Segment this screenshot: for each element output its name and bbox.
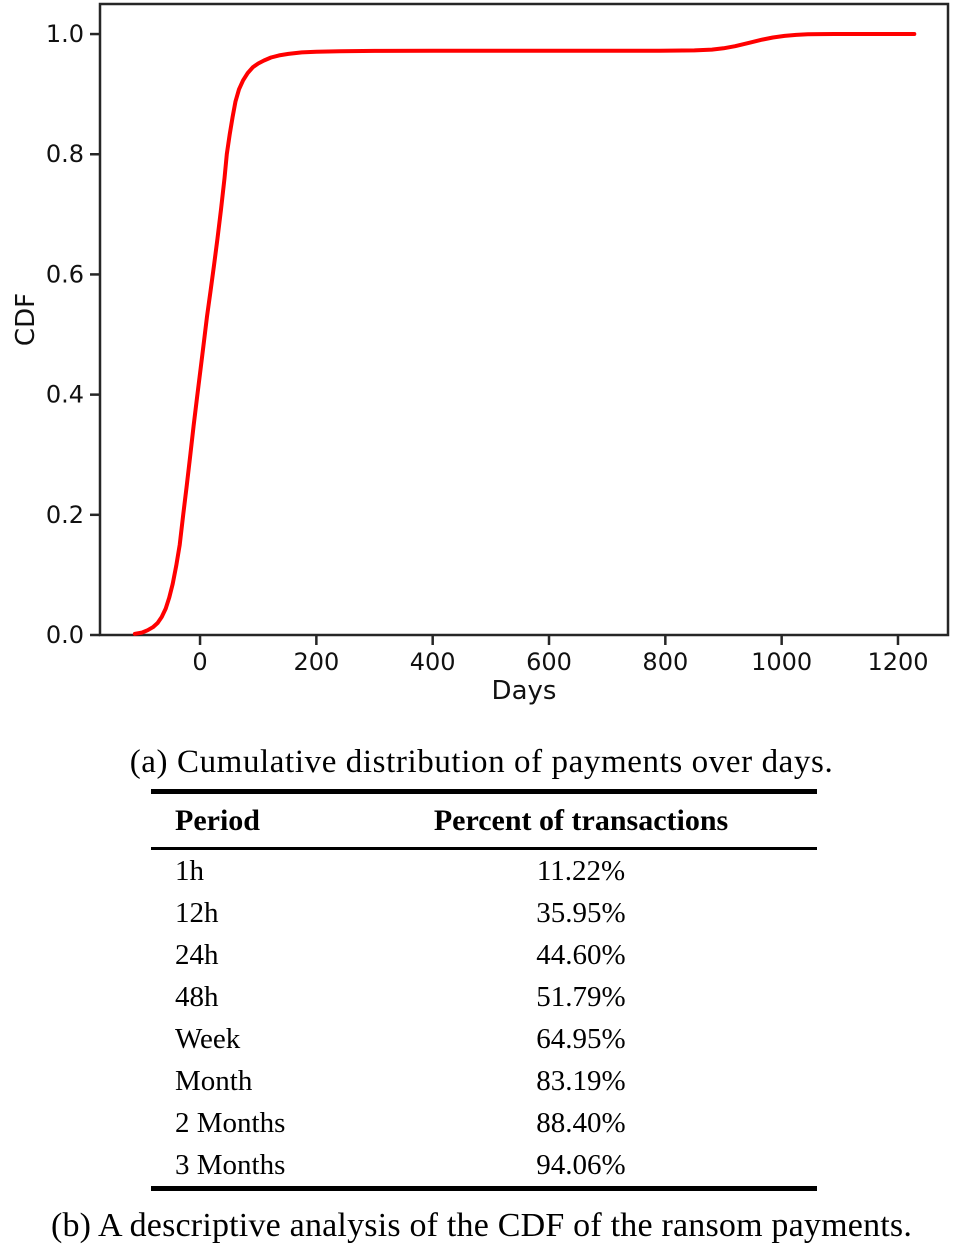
percent-cell: 88.40% (536, 1106, 626, 1139)
table-row: 3 Months 94.06% (151, 1144, 817, 1186)
table-row: 24h 44.60% (151, 934, 817, 976)
plot-frame (98, 2, 950, 637)
period-cell: 2 Months (175, 1106, 286, 1139)
y-tick-label: 0.8 (46, 140, 84, 168)
y-axis-label: CDF (11, 293, 41, 346)
x-tick-label: 0 (192, 648, 207, 676)
period-cell: Month (175, 1064, 253, 1097)
x-tick-label: 1000 (751, 648, 812, 676)
table-bottom-rule (151, 1186, 817, 1191)
table-header-row: Period Percent of transactions (151, 794, 817, 847)
percent-cell: 44.60% (536, 938, 626, 971)
table-row: Month 83.19% (151, 1060, 817, 1102)
period-cell: Week (175, 1022, 241, 1055)
cdf-curve (132, 32, 917, 636)
table-row: 12h 35.95% (151, 892, 817, 934)
x-tick-label: 200 (293, 648, 339, 676)
column-header-period: Period (175, 803, 260, 837)
y-tick-label: 0.0 (46, 621, 84, 649)
period-cell: 48h (175, 980, 219, 1013)
period-cell: 3 Months (175, 1148, 286, 1181)
period-cell: 12h (175, 896, 219, 929)
x-tick-label: 1200 (867, 648, 928, 676)
percent-cell: 11.22% (536, 854, 626, 887)
period-cell: 1h (175, 854, 204, 887)
table-mid-rule (151, 847, 817, 850)
percent-cell: 94.06% (536, 1148, 626, 1181)
cdf-chart: 0 200 400 600 800 1000 1200 0.0 0.2 0.4 0.6 0.8 1.0 D… (11, 2, 950, 706)
caption-a: (a) Cumulative distribution of payments … (129, 744, 834, 780)
percent-cell: 64.95% (536, 1022, 626, 1055)
table-body: 1h 11.22% 12h 35.95% 24h 44.60% 48h 51.79% Week 6… (151, 850, 817, 1186)
payments-table: Period Percent of transactions 1h 11.22% 1… (151, 789, 817, 1191)
table-top-rule (151, 789, 817, 794)
y-tick-label: 0.2 (46, 501, 84, 529)
x-tick-label: 600 (526, 648, 572, 676)
x-axis-label: Days (492, 676, 557, 706)
percent-cell: 83.19% (536, 1064, 626, 1097)
table-row: 48h 51.79% (151, 976, 817, 1018)
percent-cell: 35.95% (536, 896, 626, 929)
x-tick-label: 400 (410, 648, 456, 676)
period-cell: 24h (175, 938, 219, 971)
y-tick-label: 1.0 (46, 20, 84, 48)
caption-b: (b) A descriptive analysis of the CDF of… (50, 1207, 913, 1244)
y-tick-label: 0.6 (46, 260, 84, 288)
column-header-percent: Percent of transactions (433, 803, 729, 837)
table-row: 2 Months 88.40% (151, 1102, 817, 1144)
x-tick-label: 800 (642, 648, 688, 676)
table-row: Week 64.95% (151, 1018, 817, 1060)
y-tick-label: 0.4 (46, 381, 84, 409)
percent-cell: 51.79% (536, 980, 626, 1013)
chart-svg: 0 200 400 600 800 1000 1200 0.0 0.2 0.4 0.6 0.8 1.0 D… (11, 2, 950, 706)
table-row: 1h 11.22% (151, 850, 817, 892)
